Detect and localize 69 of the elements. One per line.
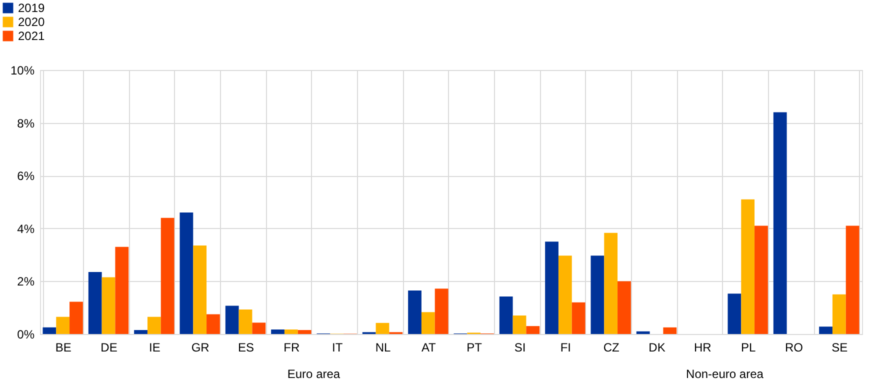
bar bbox=[526, 326, 540, 334]
bar bbox=[545, 242, 558, 334]
bar bbox=[180, 212, 194, 334]
bar bbox=[636, 331, 650, 334]
bar bbox=[56, 316, 70, 334]
legend-label: 2020 bbox=[18, 15, 46, 29]
x-tick-label: SE bbox=[832, 340, 848, 354]
bar bbox=[252, 322, 266, 334]
x-tick-label: PL bbox=[740, 340, 756, 354]
bar bbox=[206, 314, 220, 334]
bar bbox=[160, 218, 174, 334]
bar bbox=[728, 294, 742, 334]
bar bbox=[408, 290, 422, 334]
text: Euro area bbox=[287, 367, 340, 381]
bar bbox=[298, 330, 312, 334]
x-tick-label: AT bbox=[421, 340, 437, 354]
bar bbox=[115, 246, 129, 334]
bar bbox=[512, 316, 526, 334]
bar bbox=[102, 277, 116, 334]
legend-label: 2021 bbox=[18, 29, 46, 43]
bar bbox=[499, 296, 513, 334]
bar bbox=[434, 288, 448, 334]
bar bbox=[271, 330, 284, 334]
bar bbox=[590, 256, 604, 334]
bar bbox=[819, 326, 832, 334]
bar bbox=[773, 112, 787, 334]
bar bbox=[832, 294, 846, 334]
x-tick-label: DE bbox=[100, 340, 118, 354]
x-tick-label: DK bbox=[648, 340, 666, 354]
bar bbox=[70, 302, 83, 334]
bar bbox=[604, 232, 618, 334]
bar bbox=[193, 246, 207, 334]
x-tick-label: IT bbox=[332, 340, 344, 354]
y-tick-label: 2% bbox=[17, 274, 35, 289]
legend-label: 2019 bbox=[18, 1, 46, 15]
x-tick-label: NL bbox=[375, 340, 391, 354]
bar bbox=[421, 312, 435, 334]
x-tick-label: GR bbox=[191, 340, 210, 354]
text: Non-euro area bbox=[686, 367, 764, 381]
bar bbox=[376, 322, 390, 334]
bar bbox=[754, 226, 768, 334]
x-tick-label: CZ bbox=[603, 340, 620, 354]
x-tick-label: PT bbox=[466, 340, 483, 354]
bar bbox=[741, 199, 755, 334]
bar bbox=[663, 327, 677, 334]
y-tick-label: 6% bbox=[17, 169, 35, 184]
bar bbox=[846, 226, 860, 334]
x-tick-label: BE bbox=[55, 340, 72, 354]
y-tick-label: 10% bbox=[10, 64, 35, 78]
x-tick-label: FR bbox=[284, 340, 300, 354]
x-tick-label: SI bbox=[514, 340, 526, 354]
x-tick-label: ES bbox=[238, 340, 254, 354]
y-tick-label: 8% bbox=[17, 116, 35, 130]
bar bbox=[572, 302, 586, 334]
bar bbox=[42, 327, 56, 334]
x-tick-label: IE bbox=[148, 340, 160, 354]
x-tick-label: RO bbox=[785, 340, 803, 354]
bar bbox=[147, 316, 161, 334]
y-tick-label: 0% bbox=[17, 328, 35, 342]
bar bbox=[238, 309, 252, 334]
bar bbox=[284, 330, 298, 334]
x-tick-label: HR bbox=[694, 340, 712, 354]
y-tick-label: 4% bbox=[17, 222, 35, 236]
bar bbox=[225, 306, 239, 334]
bar bbox=[618, 281, 631, 334]
bar bbox=[558, 256, 572, 334]
bar bbox=[134, 330, 148, 334]
x-tick-label: FI bbox=[560, 340, 572, 354]
bar bbox=[88, 272, 102, 334]
